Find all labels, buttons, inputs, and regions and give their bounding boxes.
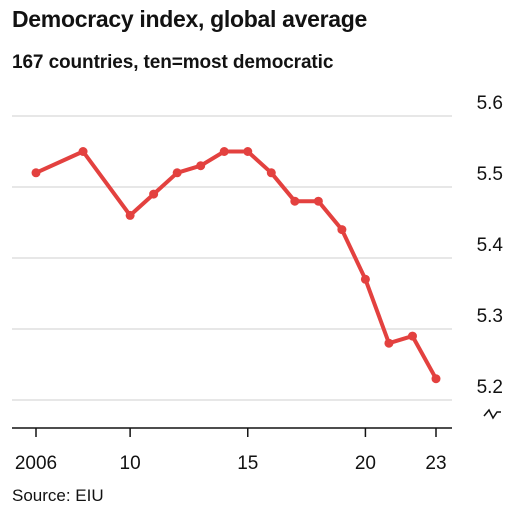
data-point <box>360 274 370 284</box>
y-tick-label: 5.6 <box>477 93 503 114</box>
axis-break-icon <box>483 408 501 420</box>
line-chart: 5.6 5.5 5.4 5.3 5.2 2006 10 15 20 23 <box>12 93 504 474</box>
x-tick-label: 15 <box>237 453 258 474</box>
y-axis-ticks: 5.6 5.5 5.4 5.3 5.2 <box>477 93 504 398</box>
data-point <box>78 147 88 156</box>
y-tick-label: 5.3 <box>477 306 503 327</box>
x-tick-label: 2006 <box>15 453 57 474</box>
data-point <box>172 168 182 178</box>
data-point <box>290 196 300 206</box>
x-tick-label: 10 <box>120 453 141 474</box>
x-tick-label: 20 <box>355 453 376 474</box>
data-point <box>384 338 394 348</box>
data-point <box>431 374 441 384</box>
y-tick-label: 5.2 <box>477 377 503 398</box>
chart-title: Democracy index, global average <box>12 6 368 32</box>
y-tick-label: 5.4 <box>477 235 504 256</box>
data-point <box>149 189 159 199</box>
x-axis <box>12 408 501 429</box>
y-tick-label: 5.5 <box>477 164 503 185</box>
data-point <box>313 196 323 206</box>
data-point <box>337 225 347 235</box>
series <box>31 147 441 384</box>
data-point <box>219 147 229 156</box>
source-note: Source: EIU <box>12 486 104 505</box>
data-point <box>31 168 41 178</box>
chart-subtitle: 167 countries, ten=most democratic <box>12 52 334 73</box>
data-point <box>407 331 417 341</box>
gridlines <box>12 115 452 401</box>
data-point <box>125 210 135 220</box>
data-point <box>266 168 276 178</box>
series-line <box>34 149 438 381</box>
x-tick-label: 23 <box>425 453 446 474</box>
x-axis-ticks: 2006 10 15 20 23 <box>15 428 447 474</box>
data-point <box>196 161 206 171</box>
data-point <box>243 147 253 156</box>
